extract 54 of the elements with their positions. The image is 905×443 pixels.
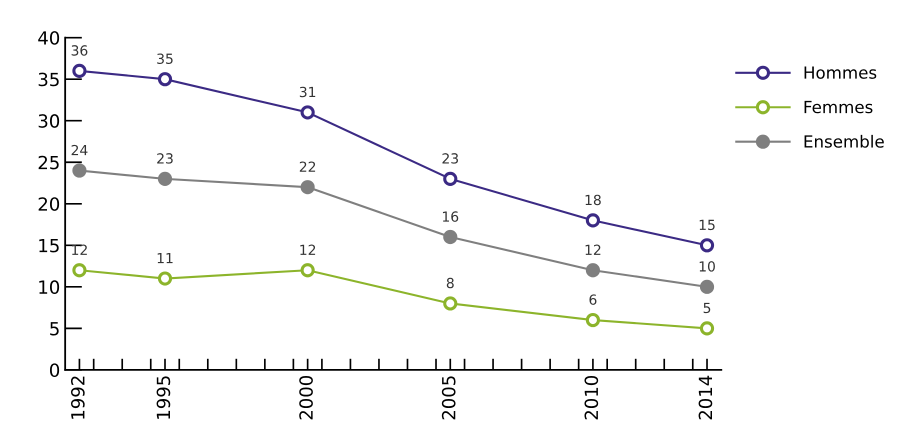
y-tick-label: 15 (39, 239, 59, 252)
data-label: 12 (300, 244, 316, 255)
x-tick-label: 1992 (71, 376, 85, 419)
data-label: 31 (300, 86, 316, 98)
data-label: 10 (700, 261, 715, 272)
data-label: 35 (157, 53, 173, 64)
point (443, 172, 458, 186)
data-label: 8 (446, 278, 454, 288)
y-tick-label: 30 (38, 114, 60, 128)
data-label: 6 (589, 294, 596, 305)
point (586, 213, 600, 228)
legend-label: Ensemble (804, 134, 884, 148)
data-label: 5 (704, 302, 710, 314)
x-tick-label: 2014 (698, 376, 712, 420)
x-tick-label: 2005 (442, 376, 456, 420)
y-tick-label: 10 (39, 280, 60, 294)
point (300, 105, 315, 120)
point (72, 163, 87, 178)
x-tick-label: 1995 (156, 376, 170, 419)
point (443, 296, 458, 311)
point (586, 312, 600, 328)
point (443, 230, 458, 244)
point (158, 271, 172, 286)
x-tick-label: 2010 (584, 376, 598, 420)
point (700, 238, 714, 252)
point (300, 180, 315, 194)
point (72, 64, 87, 78)
data-label: 12 (72, 244, 87, 255)
y-tick-label: 35 (38, 72, 59, 86)
data-label: 23 (157, 153, 173, 164)
data-label: 15 (700, 220, 715, 230)
data-label: 23 (442, 153, 458, 164)
point (72, 263, 87, 278)
y-tick-label: 0 (50, 363, 60, 378)
data-label: 18 (586, 194, 601, 206)
data-label: 16 (442, 211, 458, 222)
y-tick-label: 5 (50, 322, 59, 336)
data-label: 22 (300, 161, 316, 172)
y-tick-label: 20 (38, 197, 60, 211)
legend-label: Hommes (804, 66, 876, 79)
point (158, 172, 172, 186)
legend-label: Femmes (804, 100, 872, 114)
y-tick-label: 25 (38, 156, 59, 170)
data-label: 12 (586, 244, 600, 255)
point (700, 321, 714, 336)
data-label: 36 (72, 45, 88, 56)
point (158, 72, 172, 86)
point (586, 263, 600, 278)
y-tick-label: 40 (38, 31, 60, 45)
point (300, 263, 315, 278)
data-label: 24 (72, 144, 88, 156)
x-tick-label: 2000 (299, 376, 313, 420)
point (700, 280, 714, 294)
data-label: 11 (158, 253, 173, 264)
